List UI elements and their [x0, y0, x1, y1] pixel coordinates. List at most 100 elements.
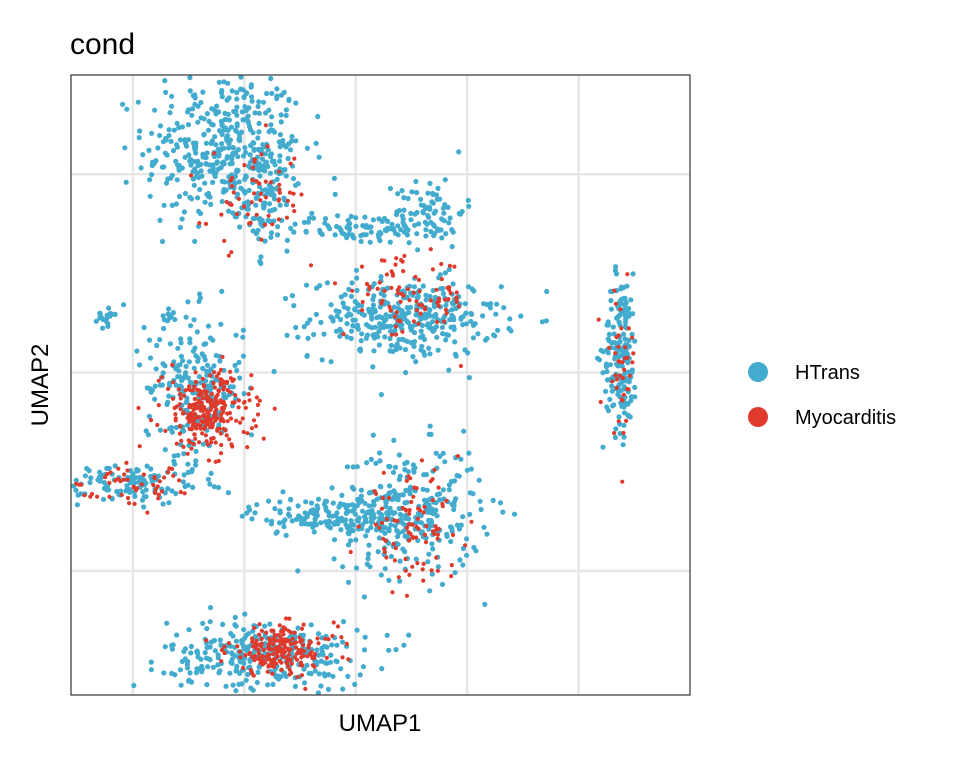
data-point — [210, 165, 216, 171]
data-point — [443, 307, 448, 312]
data-point — [277, 649, 282, 654]
data-point — [387, 335, 393, 342]
data-point — [616, 344, 621, 349]
data-point — [262, 623, 268, 629]
data-point — [387, 313, 393, 320]
data-point — [283, 107, 289, 113]
data-point — [220, 354, 225, 359]
data-point — [187, 158, 193, 164]
data-point — [277, 499, 283, 505]
data-point — [444, 311, 449, 316]
data-point — [614, 385, 619, 390]
data-point — [351, 486, 357, 492]
data-point — [219, 288, 225, 294]
data-point — [339, 639, 346, 645]
data-point — [181, 410, 186, 415]
data-point — [153, 490, 158, 495]
data-point — [613, 426, 619, 432]
data-point — [173, 412, 178, 417]
data-point — [612, 356, 618, 362]
data-point — [187, 88, 193, 94]
data-point — [398, 227, 404, 233]
data-point — [476, 477, 482, 483]
data-point — [288, 161, 293, 166]
data-point — [303, 499, 309, 505]
data-point — [274, 232, 281, 238]
data-point — [616, 359, 621, 364]
data-point — [437, 497, 443, 503]
data-point — [272, 162, 278, 168]
data-point — [451, 317, 457, 323]
data-point — [212, 107, 218, 114]
data-point — [419, 343, 425, 349]
data-point — [362, 517, 369, 523]
data-point — [326, 637, 331, 642]
data-point — [411, 284, 417, 290]
data-point — [422, 532, 427, 538]
data-point — [295, 181, 301, 187]
data-point — [194, 329, 200, 335]
data-point — [315, 113, 321, 120]
y-axis-label: UMAP2 — [27, 344, 54, 427]
data-point — [310, 524, 316, 530]
data-point — [211, 381, 216, 386]
data-point — [157, 217, 163, 223]
data-point — [123, 488, 129, 494]
data-point — [189, 446, 194, 451]
data-point — [181, 209, 187, 215]
data-point — [216, 109, 222, 115]
data-point — [366, 323, 372, 330]
data-point — [427, 293, 433, 299]
data-point — [469, 519, 474, 524]
data-point — [366, 503, 372, 509]
data-point — [218, 431, 223, 436]
data-point — [192, 166, 198, 172]
data-point — [166, 306, 172, 312]
data-point — [448, 538, 454, 545]
data-point — [204, 439, 209, 444]
data-point — [421, 561, 426, 567]
data-point — [472, 321, 478, 327]
data-point — [603, 388, 609, 394]
data-point — [395, 232, 401, 238]
data-point — [146, 413, 152, 419]
data-point — [331, 537, 338, 543]
data-point — [217, 668, 223, 674]
data-point — [412, 222, 418, 228]
data-point — [322, 519, 329, 525]
data-point — [235, 154, 241, 160]
data-point — [459, 208, 465, 215]
data-point — [226, 641, 231, 646]
data-point — [413, 359, 419, 365]
data-point — [105, 321, 111, 327]
data-point — [392, 314, 398, 319]
data-point — [257, 622, 262, 627]
data-point — [334, 510, 340, 516]
data-point — [370, 432, 376, 438]
data-point — [178, 336, 184, 342]
data-point — [309, 210, 315, 216]
data-point — [278, 674, 284, 680]
data-point — [305, 219, 311, 225]
data-point — [626, 311, 632, 318]
data-point — [442, 177, 448, 183]
data-point — [460, 562, 466, 568]
data-point — [303, 229, 309, 235]
data-point — [388, 308, 393, 313]
data-point — [344, 509, 350, 515]
data-point — [133, 475, 139, 481]
data-point — [169, 488, 175, 494]
data-point — [383, 228, 389, 234]
data-point — [304, 353, 310, 359]
data-point — [157, 427, 163, 433]
data-point — [201, 132, 207, 138]
data-point — [449, 563, 454, 568]
data-point — [181, 428, 187, 434]
data-point — [278, 642, 283, 647]
data-point — [257, 184, 263, 190]
data-point — [249, 516, 255, 522]
data-point — [316, 671, 322, 677]
data-point — [346, 286, 352, 292]
data-point — [195, 119, 201, 125]
